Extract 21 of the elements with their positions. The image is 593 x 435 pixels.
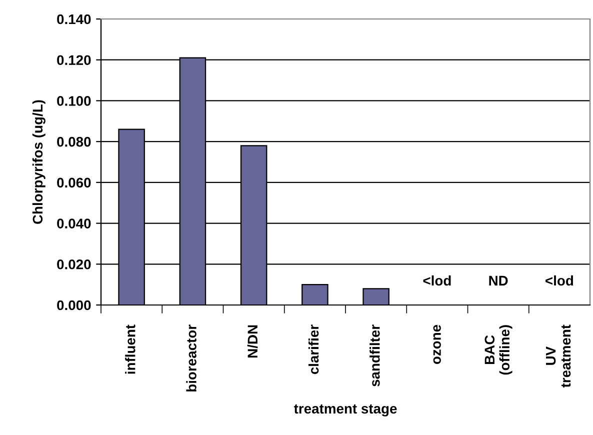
- y-tick-label: 0.020: [57, 259, 91, 270]
- y-axis-title: Chlorpyrifos (ug/L): [32, 100, 46, 224]
- y-tick-label: 0.140: [57, 14, 91, 24]
- y-tick-label: 0.120: [57, 55, 91, 66]
- y-tick-label: 0.000: [57, 300, 91, 310]
- x-tick-label: BAC (offline): [484, 325, 512, 375]
- x-tick-label: UV treatment: [546, 324, 571, 388]
- y-tick-label: 0.100: [57, 96, 91, 106]
- x-tick-label: sandfilter: [370, 324, 380, 386]
- y-tick-label: 0.040: [57, 218, 91, 228]
- annotation: <lod: [423, 275, 451, 286]
- x-tick-label: N/DN: [247, 325, 258, 358]
- y-tick-label: 0.060: [57, 178, 91, 188]
- x-tick-label: influent: [125, 324, 136, 374]
- y-tick-label: 0.080: [57, 136, 91, 147]
- x-tick-label: bioreactor: [186, 324, 196, 392]
- annotation: <lod: [546, 275, 573, 286]
- annotation: ND: [489, 276, 508, 286]
- x-axis-title: treatment stage: [294, 404, 397, 416]
- x-tick-label: ozone: [433, 324, 441, 364]
- x-tick-label: clarifier: [308, 324, 319, 374]
